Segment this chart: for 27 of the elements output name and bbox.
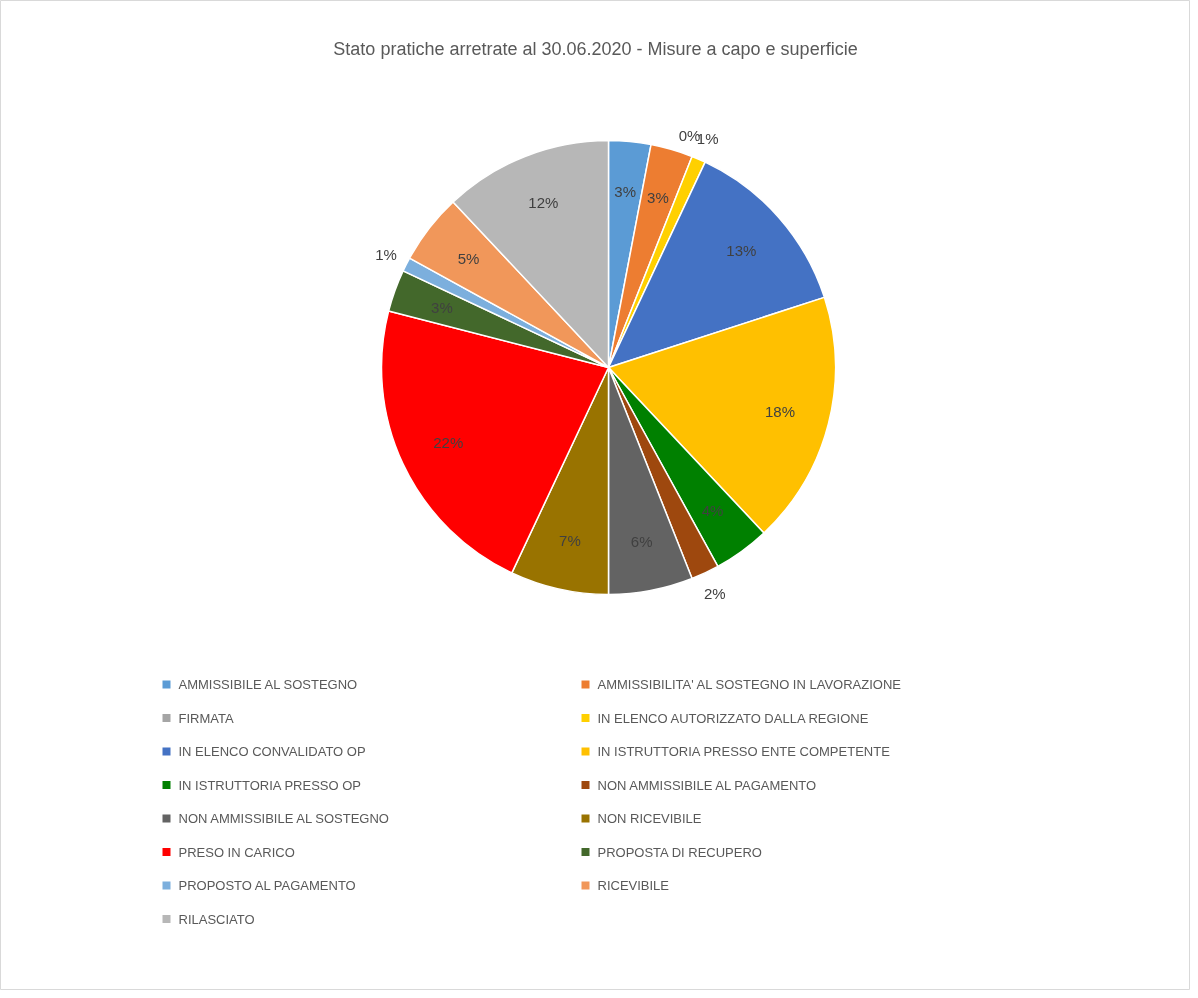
data-label: 3% — [614, 182, 637, 200]
data-label: 22% — [433, 434, 464, 452]
data-label: 12% — [528, 194, 559, 212]
legend-label: IN ELENCO CONVALIDATO OP — [178, 744, 366, 759]
legend-label: PROPOSTA DI RECUPERO — [597, 844, 762, 860]
legend-label: NON RICEVIBILE — [597, 811, 702, 826]
legend-label: NON AMMISSIBILE AL SOSTEGNO — [178, 811, 389, 826]
legend-label: PRESO IN CARICO — [178, 844, 295, 860]
data-label: 18% — [764, 403, 796, 421]
legend-label: RILASCIATO — [178, 911, 255, 927]
chart-title: Stato pratiche arretrate al 30.06.2020 - Misure a capo e superficie — [333, 38, 858, 59]
data-label: 3% — [647, 188, 669, 206]
legend-label: IN ISTRUTTORIA PRESSO ENTE COMPETENTE — [597, 744, 891, 759]
data-label: 4% — [701, 502, 724, 520]
legend-label: IN ELENCO AUTORIZZATO DALLA REGIONE — [597, 710, 869, 726]
data-label: 13% — [726, 241, 757, 259]
legend-label: AMMISSIBILE AL SOSTEGNO — [178, 677, 358, 692]
legend-label: IN ISTRUTTORIA PRESSO OP — [178, 777, 362, 793]
data-label: 1% — [375, 245, 397, 263]
legend-label: FIRMATA — [178, 710, 234, 726]
legend-label: PROPOSTO AL PAGAMENTO — [178, 878, 356, 893]
legend-label: AMMISSIBILITA' AL SOSTEGNO IN LAVORAZIONE — [597, 677, 902, 692]
legend-label: NON AMMISSIBILE AL PAGAMENTO — [597, 777, 817, 793]
data-label: 2% — [703, 584, 726, 602]
legend-label: RICEVIBILE — [597, 878, 670, 893]
data-label: 5% — [457, 250, 480, 268]
data-label: 7% — [559, 531, 581, 549]
